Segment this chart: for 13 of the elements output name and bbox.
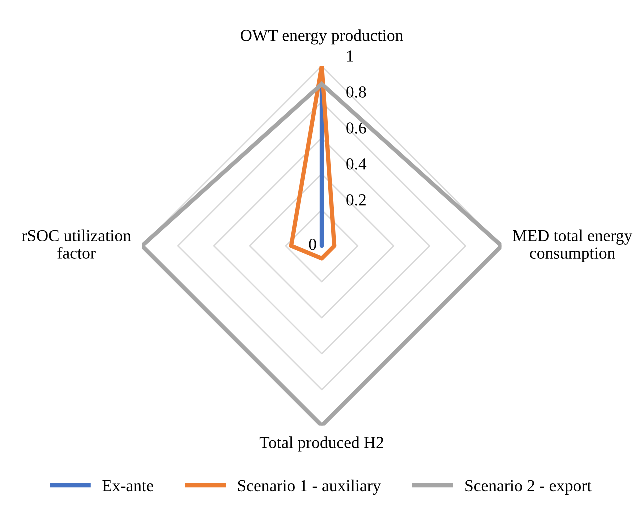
legend-label: Ex-ante bbox=[102, 480, 154, 492]
spoke-label: rSOC utilization factor bbox=[22, 230, 132, 259]
y-tick-label: 0.6 bbox=[346, 122, 366, 134]
legend-label: Scenario 1 - auxiliary bbox=[238, 480, 382, 495]
y-tick-label: 0.8 bbox=[346, 86, 366, 98]
y-tick-label: 1 bbox=[347, 50, 354, 62]
y-tick-label: 0.4 bbox=[346, 158, 367, 170]
y-tick-label: 0 bbox=[309, 239, 316, 250]
spoke-label: MED total energy consumption bbox=[513, 230, 633, 262]
y-tick-label: 0.2 bbox=[346, 194, 366, 206]
legend-label: Scenario 2 - export bbox=[466, 480, 592, 495]
spoke-label: OWT energy production bbox=[241, 30, 404, 45]
spoke-label: Total produced H2 bbox=[260, 436, 384, 452]
